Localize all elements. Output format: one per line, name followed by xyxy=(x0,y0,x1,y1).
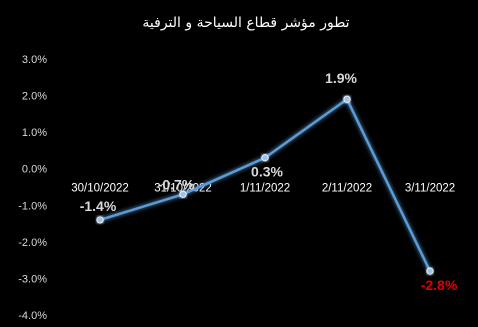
y-tick-label: 1.0% xyxy=(22,127,47,139)
data-point xyxy=(426,267,434,275)
y-tick-label: -4.0% xyxy=(18,310,47,322)
y-axis-ticks: 3.0% 2.0% 1.0% 0.0% -1.0% -2.0% -3.0% -4.0% xyxy=(18,54,47,322)
x-tick-label: 30/10/2022 xyxy=(71,183,129,195)
x-axis-ticks: 30/10/2022 31/10/2022 1/11/2022 2/11/2022 3/… xyxy=(71,183,455,195)
data-label: -1.4% xyxy=(80,198,117,214)
x-tick-label: 3/11/2022 xyxy=(405,183,455,195)
data-label: -2.8% xyxy=(421,277,458,293)
data-label: -0.7% xyxy=(158,176,195,192)
chart-title: تطور مؤشر قطاع السياحة و الترفية xyxy=(142,15,349,31)
data-label: 0.3% xyxy=(251,164,283,180)
data-point xyxy=(179,190,187,198)
y-tick-label: 2.0% xyxy=(22,91,47,103)
series-line xyxy=(96,95,434,275)
x-tick-label: 2/11/2022 xyxy=(322,183,372,195)
data-point xyxy=(96,216,104,224)
y-tick-label: -3.0% xyxy=(18,273,47,285)
data-labels: -1.4% -0.7% 0.3% 1.9% -2.8% xyxy=(80,70,458,293)
y-tick-label: -2.0% xyxy=(18,237,47,249)
data-point xyxy=(343,95,351,103)
y-tick-label: -1.0% xyxy=(18,200,47,212)
data-point xyxy=(261,154,269,162)
x-tick-label: 1/11/2022 xyxy=(240,183,290,195)
y-tick-label: 0.0% xyxy=(22,164,47,176)
x-tick-label: 31/10/2022 xyxy=(154,183,212,195)
data-label: 1.9% xyxy=(325,70,357,86)
y-tick-label: 3.0% xyxy=(22,54,47,66)
